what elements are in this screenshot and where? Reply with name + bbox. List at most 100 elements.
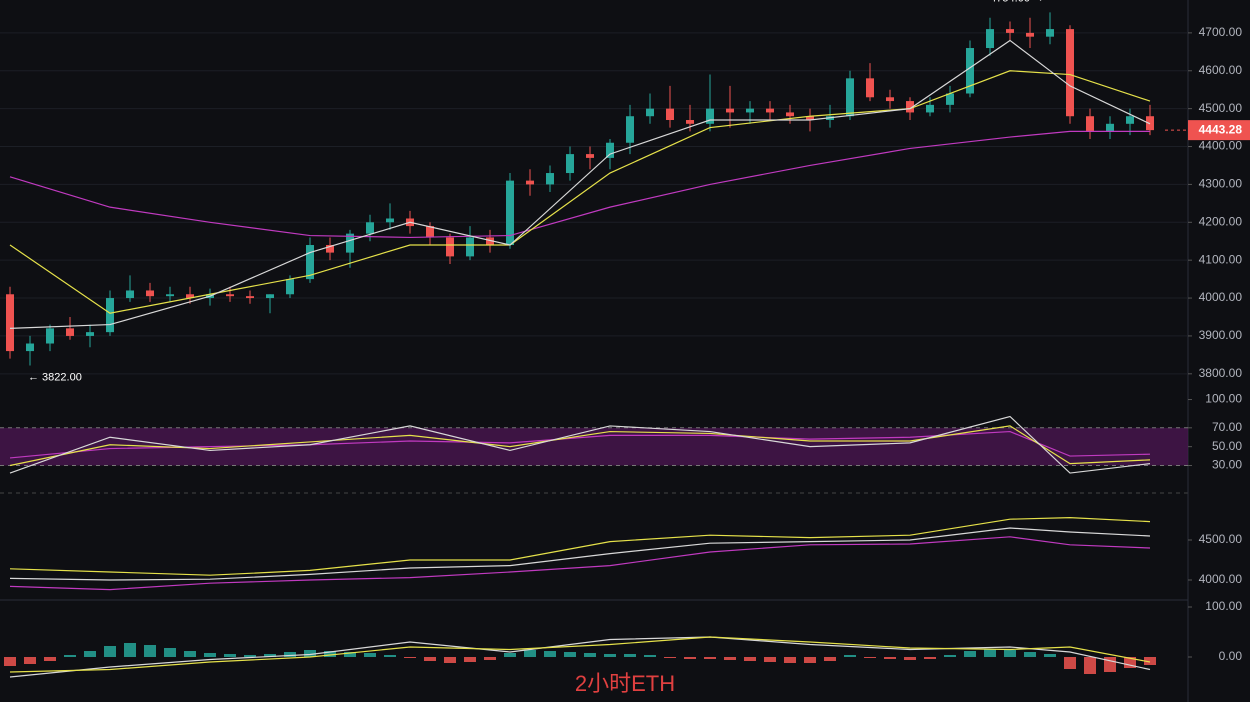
- histogram-bar: [804, 657, 816, 663]
- histogram-bar: [524, 650, 536, 657]
- histogram-bar: [444, 657, 456, 663]
- histogram-bar: [1004, 650, 1016, 657]
- histogram-bar: [384, 655, 396, 657]
- histogram-bar: [704, 657, 716, 659]
- histogram-bar: [344, 652, 356, 657]
- indicator-line: [9, 130, 1150, 239]
- candle-body: [666, 108, 674, 121]
- histogram-bar: [824, 657, 836, 661]
- candle-body: [66, 328, 74, 336]
- candle-body: [1106, 123, 1114, 132]
- indicator-line: [9, 425, 1151, 467]
- y-tick-label: 50.00: [1212, 439, 1242, 453]
- histogram-bar: [104, 646, 116, 657]
- candle-body: [1126, 116, 1134, 124]
- histogram-bar: [324, 651, 336, 657]
- candle-body: [966, 48, 974, 94]
- indicator-line: [9, 430, 1151, 459]
- candle-body: [946, 93, 954, 105]
- y-tick-label: 4400.00: [1199, 139, 1243, 153]
- candle-body: [726, 108, 734, 113]
- histogram-bar: [144, 645, 156, 657]
- y-tick-label: 70.00: [1212, 420, 1242, 434]
- histogram-bar: [424, 657, 436, 661]
- y-tick-label: 4000.00: [1199, 290, 1243, 304]
- histogram-bar: [684, 657, 696, 659]
- histogram-bar: [724, 657, 736, 660]
- indicator-line: [9, 39, 1151, 329]
- candle-body: [106, 298, 114, 333]
- candle-body: [186, 294, 194, 299]
- histogram-bar: [184, 651, 196, 657]
- histogram-bar: [1144, 657, 1156, 665]
- histogram-bar: [864, 657, 876, 658]
- candle-body: [986, 29, 994, 49]
- candle-body: [926, 104, 934, 113]
- candle-body: [246, 296, 254, 299]
- watermark: 2小时ETH: [575, 671, 675, 696]
- histogram-bar: [604, 654, 616, 657]
- histogram-bar: [264, 654, 276, 657]
- candle-body: [586, 154, 594, 158]
- histogram-bar: [364, 653, 376, 657]
- candle-body: [446, 237, 454, 257]
- candle-body: [346, 233, 354, 253]
- candle-body: [626, 116, 634, 143]
- histogram-bar: [584, 653, 596, 657]
- y-tick-label: 4200.00: [1199, 214, 1243, 228]
- y-tick-label: 4500.00: [1199, 101, 1243, 115]
- histogram-bar: [764, 657, 776, 662]
- histogram-bar: [1124, 657, 1136, 668]
- candle-body: [706, 108, 714, 124]
- indicator-line: [9, 516, 1151, 576]
- histogram-bar: [1044, 654, 1056, 657]
- candle-body: [366, 222, 374, 234]
- candle-body: [126, 290, 134, 299]
- candle-body: [86, 332, 94, 336]
- candle-body: [466, 237, 474, 257]
- histogram-bar: [644, 655, 656, 657]
- histogram-bar: [744, 657, 756, 661]
- y-tick-label: 0.00: [1219, 649, 1243, 663]
- candle-body: [866, 78, 874, 98]
- candle-body: [786, 112, 794, 117]
- indicator-line: [9, 70, 1151, 314]
- candle-body: [226, 294, 234, 297]
- y-tick-label: 4500.00: [1199, 532, 1243, 546]
- y-tick-label: 100.00: [1205, 599, 1242, 613]
- candle-body: [426, 226, 434, 238]
- y-tick-label: 4600.00: [1199, 63, 1243, 77]
- extreme-label: 4754.00 →: [990, 0, 1044, 4]
- indicator-line: [9, 636, 1151, 673]
- candle-body: [1026, 32, 1034, 37]
- candle-body: [326, 245, 334, 253]
- candle-body: [886, 97, 894, 102]
- histogram-bar: [1024, 652, 1036, 657]
- histogram-bar: [484, 657, 496, 660]
- histogram-bar: [1064, 657, 1076, 669]
- histogram-bar: [44, 657, 56, 661]
- histogram-bar: [544, 651, 556, 657]
- candle-body: [286, 279, 294, 295]
- candle-body: [646, 108, 654, 117]
- candle-body: [26, 343, 34, 352]
- histogram-bar: [164, 648, 176, 657]
- candle-body: [166, 294, 174, 297]
- indicator-line: [9, 415, 1151, 474]
- histogram-bar: [784, 657, 796, 663]
- candle-body: [806, 116, 814, 121]
- histogram-bar: [1084, 657, 1096, 674]
- candle-body: [486, 237, 494, 246]
- candle-body: [526, 180, 534, 185]
- y-tick-label: 30.00: [1212, 458, 1242, 472]
- extreme-label: ← 3822.00: [28, 371, 82, 383]
- candle-body: [906, 101, 914, 113]
- candle-body: [386, 218, 394, 223]
- histogram-bar: [284, 652, 296, 657]
- y-tick-label: 4100.00: [1199, 252, 1243, 266]
- histogram-bar: [204, 653, 216, 657]
- histogram-bar: [304, 650, 316, 657]
- candle-body: [306, 245, 314, 280]
